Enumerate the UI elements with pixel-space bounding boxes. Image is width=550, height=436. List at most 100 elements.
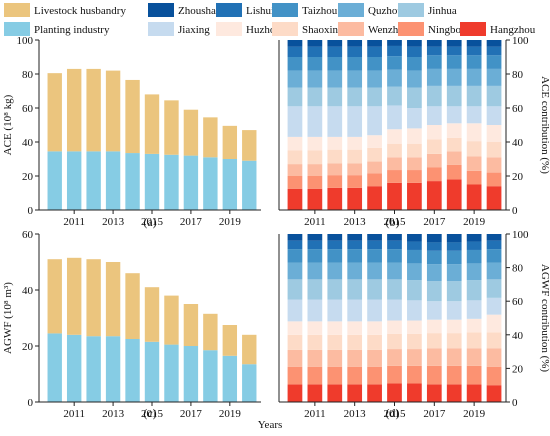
bar-ningbo-2015 bbox=[387, 365, 402, 384]
bar-hangzhou-2014 bbox=[367, 384, 382, 402]
y-tick-label-40: 40 bbox=[22, 285, 34, 297]
bar-quzhou-2016 bbox=[407, 70, 422, 88]
x-tick-label-2015: 2015 bbox=[141, 408, 164, 420]
bar-wenzhou-2012 bbox=[327, 349, 343, 367]
legend-swatch-huzhou bbox=[216, 22, 242, 36]
bar-wenzhou-2020 bbox=[486, 348, 502, 367]
bar-shaoxing-2013 bbox=[347, 334, 363, 350]
x-tick-label-2013: 2013 bbox=[344, 216, 367, 228]
bar-hangzhou-2015 bbox=[387, 383, 402, 402]
bar-shaoxing-2015 bbox=[387, 143, 402, 158]
bar-hangzhou-2016 bbox=[407, 182, 422, 210]
bar-lishui-2010 bbox=[287, 46, 303, 57]
bar-shaoxing-2018 bbox=[446, 137, 462, 152]
bar-livestock-husbandry-2019 bbox=[222, 325, 238, 356]
bar-lishui-2015 bbox=[387, 240, 402, 250]
y-tick-label-20: 20 bbox=[512, 363, 524, 375]
bar-quzhou-2017 bbox=[426, 68, 442, 86]
bar-wenzhou-2013 bbox=[347, 163, 363, 176]
bar-shaoxing-2020 bbox=[486, 332, 502, 349]
bar-planting-industry-2012 bbox=[86, 336, 101, 402]
bar-taizhou-2012 bbox=[327, 249, 343, 263]
bar-livestock-husbandry-2018 bbox=[203, 117, 218, 158]
bar-huzhou-2018 bbox=[446, 123, 462, 138]
bar-shaoxing-2011 bbox=[307, 150, 323, 165]
bar-jiaxing-2019 bbox=[466, 300, 482, 319]
legend-swatch-jinhua bbox=[398, 3, 424, 17]
x-tick-label-2017: 2017 bbox=[180, 216, 203, 228]
x-tick-label-2019: 2019 bbox=[219, 216, 242, 228]
bar-wenzhou-2016 bbox=[407, 157, 422, 171]
bar-hangzhou-2014 bbox=[367, 186, 382, 210]
bar-huzhou-2013 bbox=[347, 321, 363, 335]
legend-item-lishui: Lishui bbox=[216, 3, 274, 17]
bar-lishui-2013 bbox=[347, 240, 363, 250]
y-axis-title: ACE (10⁸ kg) bbox=[2, 94, 14, 155]
bar-hangzhou-2011 bbox=[307, 188, 323, 210]
bar-planting-industry-2018 bbox=[203, 157, 218, 210]
legend-label-lishui: Lishui bbox=[246, 5, 274, 17]
bar-jiaxing-2011 bbox=[307, 106, 323, 137]
bar-quzhou-2013 bbox=[347, 70, 363, 88]
y-tick-label-60: 60 bbox=[22, 229, 34, 241]
bar-lishui-2019 bbox=[466, 46, 482, 56]
y-tick-label-0: 0 bbox=[28, 205, 34, 217]
legend-swatch-ningbo bbox=[398, 22, 424, 36]
legend-item-planting-industry: Planting industry bbox=[4, 22, 110, 36]
y-tick-label-0: 0 bbox=[512, 205, 518, 217]
legend-label-planting-industry: Planting industry bbox=[34, 24, 110, 36]
panel-label: (a) bbox=[143, 215, 156, 229]
bar-planting-industry-2017 bbox=[183, 155, 199, 210]
bar-quzhou-2015 bbox=[387, 69, 402, 87]
bar-zhoushan-2018 bbox=[446, 234, 462, 243]
bar-ningbo-2011 bbox=[307, 176, 323, 189]
bar-ningbo-2017 bbox=[426, 365, 442, 385]
y-tick-label-60: 60 bbox=[22, 103, 34, 115]
bar-ningbo-2011 bbox=[307, 366, 323, 385]
bar-ningbo-2018 bbox=[446, 164, 462, 180]
bar-huzhou-2015 bbox=[387, 129, 402, 144]
bar-shaoxing-2012 bbox=[327, 334, 343, 350]
bar-huzhou-2019 bbox=[466, 318, 482, 333]
bar-taizhou-2010 bbox=[287, 57, 303, 71]
bar-zhoushan-2013 bbox=[347, 40, 363, 47]
legend-label-hangzhou: Hangzhou bbox=[490, 24, 536, 36]
bar-livestock-husbandry-2014 bbox=[125, 273, 140, 339]
bar-jinhua-2017 bbox=[426, 85, 442, 107]
y-tick-label-100: 100 bbox=[512, 229, 529, 241]
bar-taizhou-2019 bbox=[466, 249, 482, 264]
bar-livestock-husbandry-2020 bbox=[242, 130, 257, 161]
bar-jinhua-2016 bbox=[407, 280, 422, 301]
bar-huzhou-2017 bbox=[426, 125, 442, 140]
bar-jinhua-2013 bbox=[347, 87, 363, 107]
legend-label-zhoushan: Zhoushan bbox=[178, 5, 222, 17]
bar-quzhou-2018 bbox=[446, 68, 462, 86]
bar-huzhou-2014 bbox=[367, 321, 382, 335]
bar-jiaxing-2018 bbox=[446, 301, 462, 320]
legend-label-jiaxing: Jiaxing bbox=[178, 24, 210, 36]
bar-livestock-husbandry-2013 bbox=[105, 262, 121, 337]
bar-livestock-husbandry-2016 bbox=[164, 295, 179, 345]
bar-jinhua-2010 bbox=[287, 87, 303, 107]
bar-taizhou-2011 bbox=[307, 57, 323, 71]
bar-zhoushan-2014 bbox=[367, 234, 382, 241]
bar-planting-industry-2010 bbox=[47, 151, 62, 210]
bar-huzhou-2011 bbox=[307, 136, 323, 151]
bar-quzhou-2014 bbox=[367, 262, 382, 280]
bar-taizhou-2014 bbox=[367, 249, 382, 263]
bar-huzhou-2012 bbox=[327, 321, 343, 335]
panel-b-ace-contribution-by-city: 0 20 40 60 80 100 2011 2013 2015 2017 2019 ACE cont… bbox=[278, 35, 550, 229]
bar-shaoxing-2019 bbox=[466, 141, 482, 157]
x-tick-label-2013: 2013 bbox=[102, 216, 125, 228]
bar-quzhou-2014 bbox=[367, 70, 382, 88]
bar-ningbo-2017 bbox=[426, 167, 442, 182]
bar-jiaxing-2015 bbox=[387, 299, 402, 321]
x-tick-label-2019: 2019 bbox=[219, 408, 242, 420]
bar-wenzhou-2019 bbox=[466, 348, 482, 366]
bar-taizhou-2012 bbox=[327, 57, 343, 71]
bar-jiaxing-2020 bbox=[486, 297, 502, 315]
bar-jiaxing-2015 bbox=[387, 105, 402, 130]
bar-jinhua-2019 bbox=[466, 280, 482, 301]
bar-jinhua-2011 bbox=[307, 87, 323, 107]
bar-shaoxing-2016 bbox=[407, 143, 422, 158]
